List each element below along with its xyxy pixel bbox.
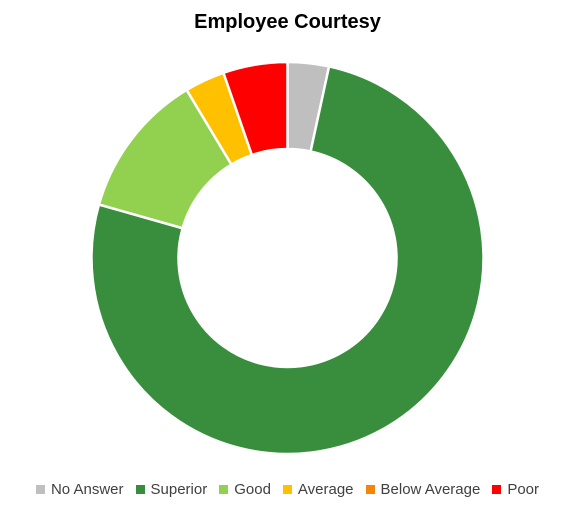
legend-label: Good [234, 480, 271, 498]
chart-legend: No Answer Superior Good Average Below Averag… [0, 479, 575, 499]
slice-poor [222, 60, 289, 157]
legend-label: Below Average [380, 480, 481, 498]
legend-item-below-average: Below Average [365, 480, 481, 498]
legend-item-poor: Poor [492, 481, 539, 498]
legend-label: No Answer [50, 480, 124, 498]
chart-title: Employee Courtesy [194, 11, 381, 33]
legend-item-average: Average [282, 480, 354, 498]
legend-swatch [365, 484, 375, 494]
legend-swatch [35, 484, 45, 494]
legend-label: Superior [150, 480, 208, 498]
legend-swatch [219, 484, 229, 494]
legend-label: Average [297, 480, 354, 498]
legend-label: Poor [507, 480, 540, 498]
legend-swatch [135, 484, 145, 494]
legend-item-good: Good [219, 481, 271, 498]
legend-item-superior: Superior [135, 480, 208, 498]
slice-superior [90, 65, 485, 456]
legend-item-no-answer: No Answer [35, 480, 124, 498]
legend-swatch [282, 484, 292, 494]
legend-swatch [492, 484, 502, 494]
